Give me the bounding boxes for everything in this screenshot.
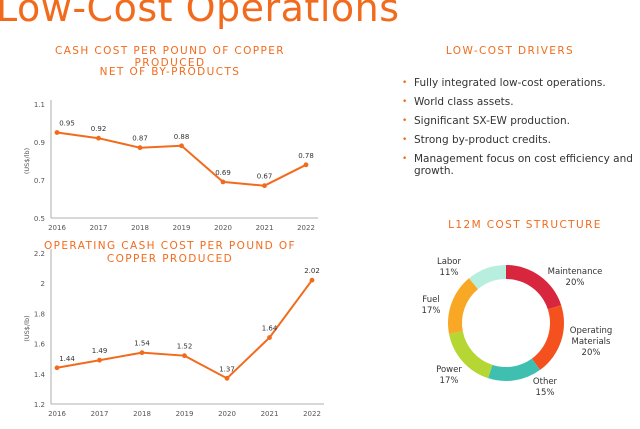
donut-value-operating-materials: 20%	[582, 348, 601, 358]
chart2-point	[182, 353, 187, 359]
chart1-x-tick-label: 2018	[131, 224, 149, 232]
drivers-title: LOW-COST DRIVERS	[445, 45, 575, 57]
chart2-data-label: 1.54	[134, 340, 150, 348]
donut-label-line: Materials	[572, 337, 612, 347]
chart2-point	[309, 277, 315, 283]
chart2-x-tick-label: 2022	[303, 410, 321, 418]
chart2-y-tick-label: 1.2	[34, 401, 45, 409]
chart1-y-tick-label: 0.7	[34, 177, 45, 185]
chart1-data-label: 0.67	[257, 173, 273, 181]
chart1-title-line2: NET OF BY-PRODUCTS	[99, 66, 241, 78]
donut-label-fuel: Fuel	[422, 295, 439, 305]
chart1-data-label: 0.92	[91, 125, 107, 133]
driver-text: Fully integrated low-cost operations.	[414, 77, 606, 89]
chart2-data-label: 1.49	[92, 347, 108, 355]
donut-slice-labor	[469, 265, 506, 290]
cost-structure-title: L12M COST STRUCTURE	[448, 219, 602, 231]
chart1-title-line1: CASH COST PER POUND OF COPPER PRODUCED	[54, 45, 285, 69]
donut-slice-power	[449, 331, 493, 379]
chart2-data-label: 1.37	[219, 365, 235, 373]
donut-label-line: Operating	[570, 326, 613, 336]
chart1-point	[303, 162, 309, 168]
driver-item: • Fully integrated low-cost operations.	[402, 77, 640, 90]
driver-item: • Strong by-product credits.	[402, 134, 640, 147]
donut-label-labor: Labor	[437, 257, 462, 267]
chart1-data-label: 0.69	[215, 169, 231, 177]
donut-value-power: 17%	[440, 376, 459, 386]
chart1-x-tick-label: 2020	[214, 224, 232, 232]
donut-value-fuel: 17%	[422, 306, 441, 316]
chart2-y-tick-label: 1.8	[34, 310, 45, 318]
chart2-y-tick-label: 1.6	[34, 341, 46, 349]
donut-label-operating-materials: Operating Materials	[570, 326, 613, 347]
driver-text: Significant SX-EW production.	[414, 115, 570, 127]
donut-label-maintenance: Maintenance	[548, 267, 603, 277]
chart2-x-tick-label: 2019	[176, 410, 194, 418]
chart2-x-tick-label: 2018	[133, 410, 151, 418]
donut-value-other: 15%	[536, 388, 555, 398]
bullet-icon: •	[402, 154, 408, 164]
chart2-y-tick-label: 1.4	[34, 371, 46, 379]
driver-text: World class assets.	[414, 96, 514, 108]
bullet-icon: •	[402, 116, 408, 126]
chart2-point	[139, 350, 145, 356]
chart2-point	[267, 335, 272, 340]
chart1-y-axis-label: (US$/lb)	[23, 148, 31, 174]
chart1-y-tick-label: 0.5	[34, 215, 45, 223]
donut-label-power: Power	[436, 365, 462, 375]
driver-item: • Management focus on cost efficiency and…	[402, 153, 640, 177]
chart2-title-line1: OPERATING CASH COST PER POUND OF	[44, 240, 296, 252]
chart1-data-label: 0.87	[132, 135, 148, 143]
donut-slice-maintenance	[506, 265, 562, 310]
chart1-point	[54, 130, 60, 135]
donut-value-maintenance: 20%	[566, 278, 585, 288]
driver-text: Strong by-product credits.	[414, 134, 551, 146]
donut-value-labor: 11%	[440, 268, 459, 278]
chart2-point	[54, 365, 60, 371]
chart2-x-tick-label: 2020	[218, 410, 236, 418]
chart1-x-tick-label: 2022	[297, 224, 315, 232]
chart1-x-tick-label: 2019	[173, 224, 191, 232]
chart2-title-line2: COPPER PRODUCED	[106, 253, 234, 265]
chart1-y-tick-label: 0.9	[34, 139, 45, 147]
chart1-point	[137, 145, 143, 151]
chart2-x-tick-label: 2017	[91, 410, 109, 418]
chart2-data-label: 2.02	[304, 267, 320, 275]
donut-slice-other	[488, 358, 541, 381]
chart1-point	[220, 179, 226, 185]
chart1-point	[96, 135, 101, 141]
chart1-x-tick-label: 2016	[48, 224, 66, 232]
chart1-data-label: 0.78	[298, 152, 314, 160]
bullet-icon: •	[402, 135, 408, 145]
chart2-point	[97, 357, 102, 363]
driver-item: • Significant SX-EW production.	[402, 115, 640, 128]
bullet-icon: •	[402, 78, 408, 88]
chart1-x-tick-label: 2021	[256, 224, 274, 232]
chart2-x-tick-label: 2016	[48, 410, 66, 418]
bullet-icon: •	[402, 97, 408, 107]
chart1-data-label: 0.95	[59, 120, 75, 128]
donut-slice-operating-materials	[531, 305, 564, 370]
chart2-data-label: 1.64	[262, 325, 278, 333]
chart2-y-tick-label: 2.2	[34, 250, 45, 258]
chart1-point	[179, 143, 184, 149]
chart1-data-label: 0.88	[174, 133, 190, 141]
chart2-y-axis-label: (US$/lb)	[23, 315, 31, 341]
driver-text: Management focus on cost efficiency and …	[414, 153, 633, 177]
chart2-x-tick-label: 2021	[261, 410, 279, 418]
page-title: Low-Cost Operations	[0, 0, 400, 30]
chart2-y-tick-label: 2	[41, 280, 45, 288]
driver-item: • World class assets.	[402, 96, 640, 109]
drivers-list: • Fully integrated low-cost operations. •…	[402, 77, 640, 185]
chart1-point	[262, 183, 267, 189]
chart1-x-tick-label: 2017	[90, 224, 108, 232]
chart2-data-label: 1.52	[177, 343, 193, 351]
donut-label-other: Other	[533, 377, 558, 387]
chart1-y-tick-label: 1.1	[34, 101, 45, 109]
chart2-data-label: 1.44	[59, 355, 75, 363]
donut-slice-fuel	[448, 278, 478, 334]
chart2-point	[224, 375, 230, 381]
